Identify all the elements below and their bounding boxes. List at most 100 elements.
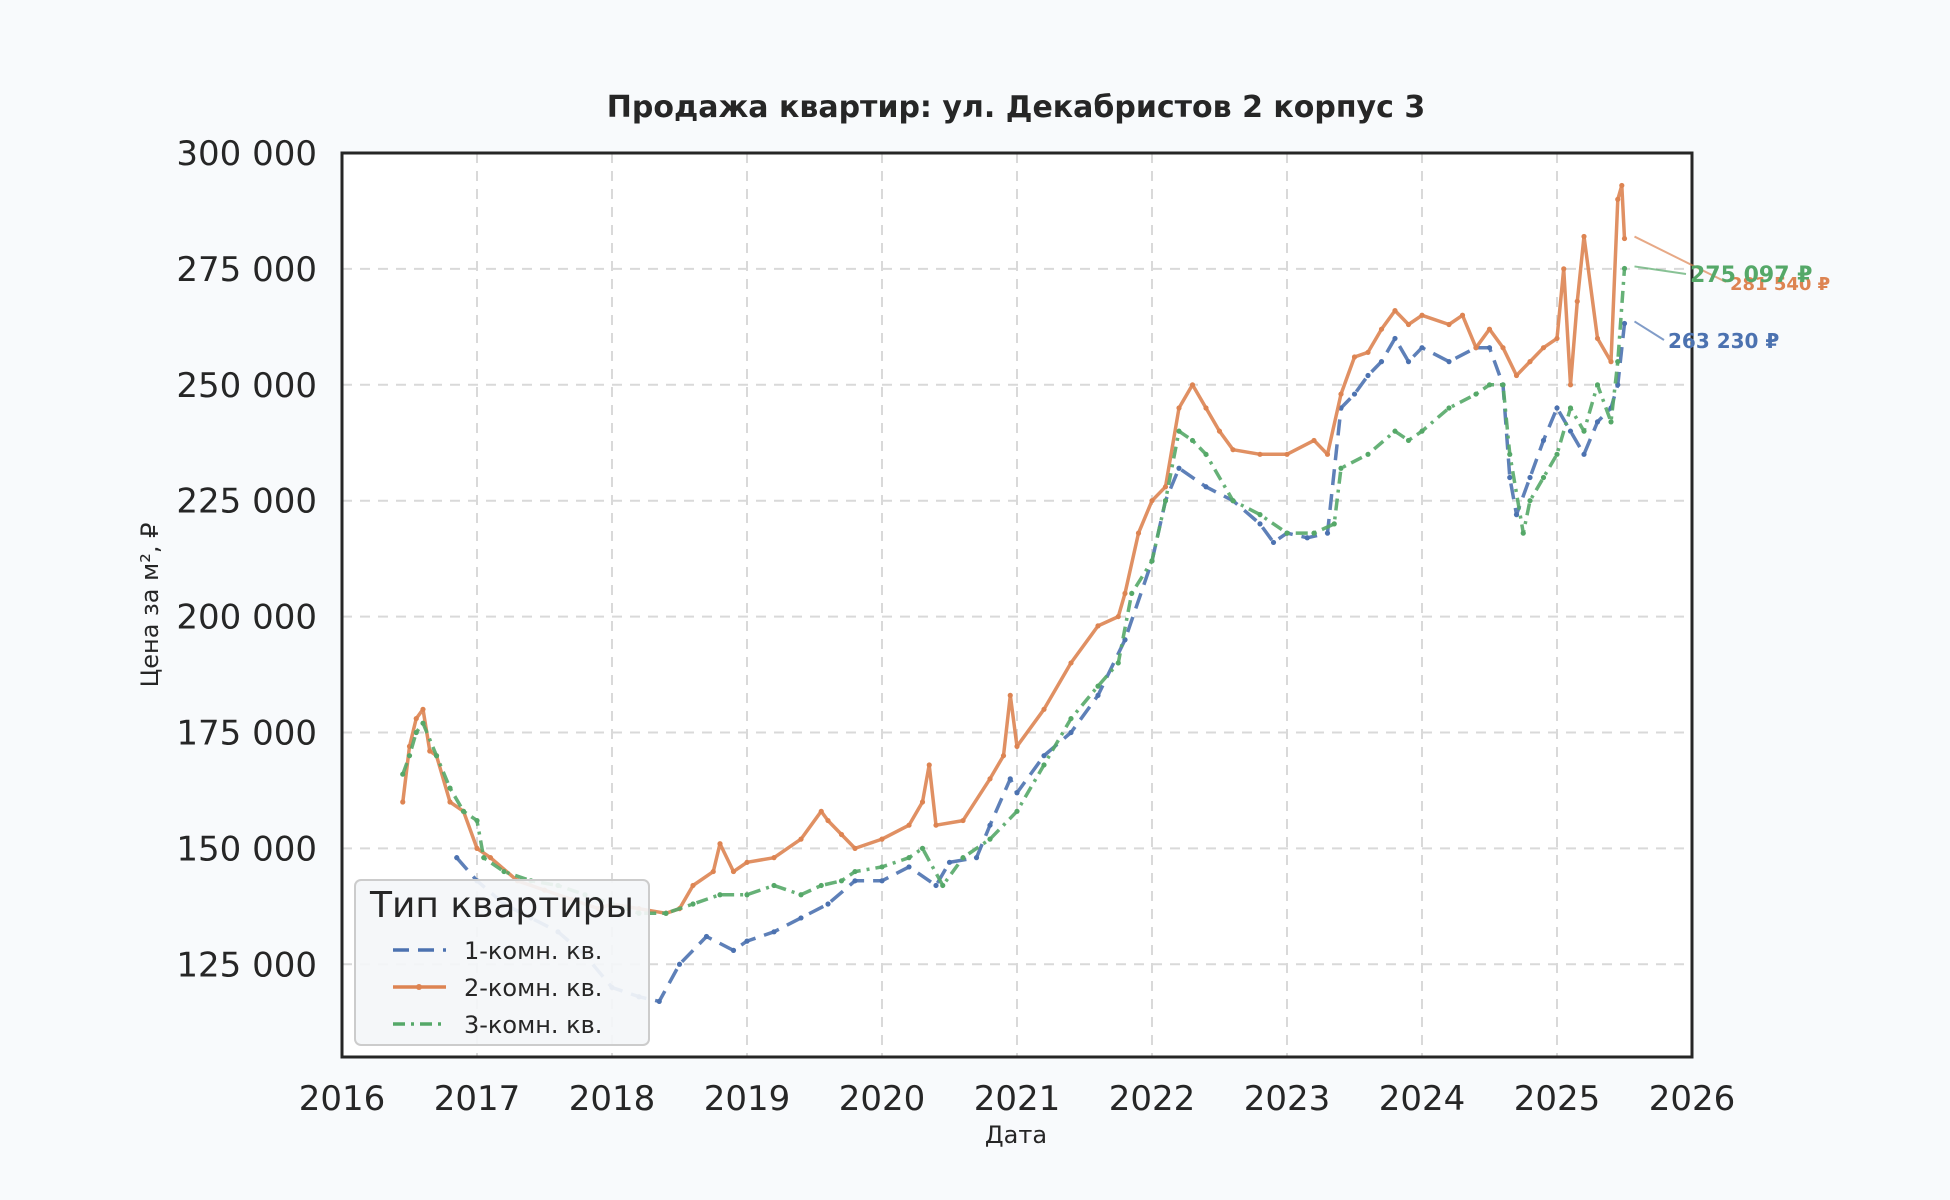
data-point	[1621, 265, 1628, 272]
data-point	[1149, 498, 1155, 504]
data-point	[946, 859, 953, 865]
data-point	[481, 855, 487, 861]
data-point	[1419, 428, 1425, 434]
data-point	[1473, 345, 1479, 351]
data-point	[1513, 511, 1520, 518]
y-tick-label: 300 000	[176, 134, 317, 174]
data-point	[798, 892, 804, 898]
data-point	[818, 882, 824, 889]
data-point	[1594, 419, 1601, 425]
x-tick-label: 2017	[434, 1079, 521, 1119]
legend-label: 1-комн. кв.	[464, 937, 602, 965]
data-point	[933, 822, 939, 828]
data-point	[919, 799, 926, 805]
data-point	[879, 878, 885, 884]
y-axis-title: Цена за м², ₽	[136, 523, 164, 688]
data-point	[676, 961, 683, 967]
data-point	[1581, 233, 1587, 240]
data-point	[1540, 345, 1547, 351]
last-value-arrow	[1634, 235, 1727, 283]
data-point	[852, 868, 858, 875]
data-point	[1392, 428, 1398, 434]
data-point	[1203, 484, 1209, 490]
data-point	[1554, 405, 1560, 411]
data-point	[1615, 359, 1621, 365]
data-point	[1284, 530, 1290, 536]
legend-label: 3-комн. кв.	[464, 1011, 602, 1039]
data-point	[987, 822, 993, 828]
data-point	[400, 771, 406, 777]
data-point	[798, 915, 804, 921]
data-point	[771, 882, 777, 889]
last-value-arrow	[1634, 265, 1687, 275]
data-point	[1608, 419, 1614, 425]
data-point	[879, 864, 885, 870]
last-value-label: 281 540 ₽	[1730, 274, 1830, 295]
data-point	[1527, 474, 1533, 481]
data-point	[1567, 382, 1574, 388]
data-point	[1014, 790, 1020, 796]
data-point	[1621, 235, 1628, 242]
data-point	[1608, 359, 1614, 365]
series-line	[401, 268, 1627, 916]
data-point	[1095, 623, 1101, 629]
data-point	[1135, 530, 1142, 536]
data-point	[400, 799, 406, 805]
data-point	[730, 868, 737, 875]
data-point	[1554, 451, 1560, 457]
data-point	[1007, 692, 1013, 699]
data-point	[1176, 405, 1182, 411]
data-point	[703, 933, 710, 940]
data-point	[1115, 613, 1121, 620]
data-point	[1257, 511, 1263, 518]
data-point	[940, 882, 946, 889]
data-point	[1338, 465, 1344, 471]
data-point	[1567, 405, 1574, 411]
data-point	[987, 776, 993, 782]
data-point	[447, 785, 453, 791]
legend: Тип квартиры 1-комн. кв. 2-комн. кв. 3-ком…	[354, 879, 650, 1046]
data-point	[717, 892, 723, 898]
data-point	[1405, 437, 1412, 444]
data-point	[1041, 762, 1047, 768]
x-tick-label: 2025	[1514, 1079, 1601, 1119]
legend-title: Тип квартиры	[369, 885, 634, 926]
data-point	[818, 808, 824, 814]
data-point	[1324, 451, 1331, 457]
last-value-label: 263 230 ₽	[1668, 329, 1779, 353]
data-point	[1014, 743, 1020, 749]
data-point	[744, 938, 750, 944]
data-point	[1473, 391, 1479, 397]
data-point	[1068, 715, 1074, 722]
data-point	[427, 748, 433, 754]
x-tick-label: 2021	[974, 1079, 1061, 1119]
data-point	[1500, 345, 1506, 351]
data-point	[825, 817, 831, 824]
y-tick-label: 225 000	[176, 482, 317, 522]
data-point	[1068, 660, 1074, 666]
data-point	[1378, 326, 1385, 332]
data-point	[1095, 683, 1101, 689]
data-point	[1527, 498, 1533, 504]
data-point	[1594, 382, 1601, 388]
data-point	[413, 729, 419, 736]
data-point	[420, 720, 426, 726]
chart-title: Продажа квартир: ул. Декабристов 2 корпу…	[607, 90, 1425, 125]
data-point	[1446, 359, 1452, 365]
data-point	[1324, 530, 1331, 536]
data-point	[1561, 266, 1567, 272]
last-value-label: 275 097 ₽	[1690, 263, 1812, 288]
data-point	[1203, 405, 1209, 411]
data-point	[906, 855, 912, 861]
data-point	[406, 753, 413, 759]
data-point	[1419, 345, 1425, 351]
x-tick-label: 2020	[839, 1079, 926, 1119]
data-point	[1129, 590, 1135, 597]
data-point	[744, 859, 750, 865]
data-point	[1149, 558, 1155, 564]
x-tick-label: 2022	[1109, 1079, 1196, 1119]
data-point	[454, 855, 460, 861]
data-point	[1446, 405, 1452, 411]
data-point	[663, 910, 669, 916]
data-point	[413, 715, 419, 722]
